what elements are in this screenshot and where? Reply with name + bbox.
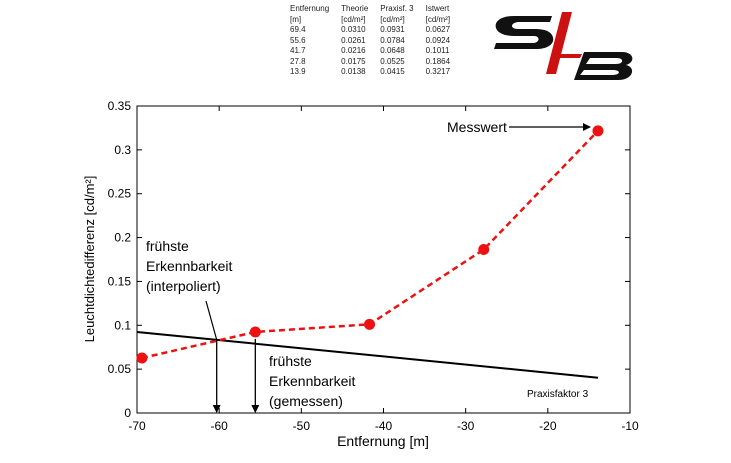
table-cell: 0.0216 bbox=[341, 46, 366, 55]
x-tick-label: -40 bbox=[375, 419, 393, 433]
table-cell: 55.6 bbox=[290, 35, 306, 45]
table-cell: 0.0627 bbox=[425, 25, 451, 34]
table-cell: 0.3217 bbox=[425, 67, 451, 76]
table-unit: [cd/m²] bbox=[425, 14, 451, 24]
data-table-panel: Entfernung Theorie Praxisf. 3 Istwert [m… bbox=[284, 4, 456, 78]
data-point-messwert bbox=[478, 244, 490, 256]
annotation-interpoliert: frühste Erkennbarkeit (interpoliert) bbox=[146, 238, 232, 294]
table-cell: 0.0310 bbox=[341, 25, 366, 34]
table-cell: 27.8 bbox=[290, 56, 306, 66]
table-cell: 0.0525 bbox=[380, 56, 405, 66]
logo-b-letter bbox=[574, 52, 633, 80]
x-tick-label: -10 bbox=[621, 419, 639, 433]
table-cell: 0.0784 bbox=[380, 35, 405, 45]
table-cell: 0.0415 bbox=[380, 67, 405, 76]
table-cell: 0.1011 bbox=[425, 46, 450, 55]
annotation-gemessen: frühste Erkennbarkeit (gemessen) bbox=[269, 353, 355, 409]
table-cell: 0.0175 bbox=[341, 56, 366, 66]
y-tick-label: 0.15 bbox=[108, 274, 132, 288]
y-tick-label: 0.1 bbox=[114, 318, 131, 332]
table-header-row: Entfernung Theorie Praxisf. 3 Istwert bbox=[284, 4, 456, 15]
data-table: Entfernung Theorie Praxisf. 3 Istwert [m… bbox=[284, 4, 456, 78]
table-cell: 69.4 bbox=[290, 25, 306, 34]
y-tick-label: 0.25 bbox=[108, 187, 132, 201]
y-tick-label: 0.3 bbox=[114, 143, 131, 157]
table-cell: 0.0924 bbox=[425, 35, 451, 45]
y-tick-label: 0 bbox=[124, 406, 131, 420]
table-row: 27.8 0.0175 0.0525 0.1864 bbox=[284, 57, 456, 68]
annotation-pointer-interpoliert bbox=[205, 300, 218, 340]
x-tick-label: -30 bbox=[457, 419, 475, 433]
table-header: Istwert bbox=[425, 4, 450, 13]
y-axis-label: Leuchtdichtedifferenz [cd/m²] bbox=[82, 176, 97, 343]
table-header: Theorie bbox=[341, 4, 369, 13]
table-header: Praxisf. 3 bbox=[380, 4, 414, 13]
table-cell: 0.0648 bbox=[380, 46, 405, 55]
table-cell: 0.0261 bbox=[341, 35, 366, 45]
table-cell: 0.0138 bbox=[341, 67, 366, 76]
table-row: 41.7 0.0216 0.0648 0.1011 bbox=[284, 46, 456, 57]
x-tick-label: -60 bbox=[210, 419, 228, 433]
logo-red-swoosh bbox=[558, 54, 582, 58]
data-point-messwert bbox=[249, 326, 261, 338]
data-point-messwert bbox=[364, 318, 376, 330]
table-header: Entfernung bbox=[290, 4, 330, 13]
series-line-praxisfaktor bbox=[136, 330, 599, 379]
data-point-messwert bbox=[592, 125, 604, 137]
axis-ticks: -70 -60 -50 -40 -30 -20 -10 0 0.05 0.1 0.15 0.2 0.25… bbox=[108, 99, 639, 433]
x-axis-label: Entfernung [m] bbox=[337, 433, 429, 449]
table-unit: [m] bbox=[290, 14, 302, 24]
x-tick-label: -70 bbox=[128, 419, 146, 433]
table-row: 69.4 0.0310 0.0931 0.0627 bbox=[284, 25, 456, 36]
table-unit: [cd/m²] bbox=[341, 14, 366, 24]
table-row: 55.6 0.0261 0.0784 0.0924 bbox=[284, 36, 456, 47]
logo-s-letter bbox=[494, 16, 554, 49]
table-row: 13.9 0.0138 0.0415 0.3217 bbox=[284, 67, 456, 78]
table-cell: 13.9 bbox=[290, 67, 306, 76]
annotation-layer: Messwert frühste Erkennbarkeit (interpolier… bbox=[146, 119, 591, 413]
annotation-praxisfaktor: Praxisfaktor 3 bbox=[527, 389, 589, 400]
y-tick-label: 0.2 bbox=[114, 231, 131, 245]
table-units-row: [m] [cd/m²] [cd/m²] [cd/m²] bbox=[284, 15, 456, 26]
sb-logo bbox=[494, 12, 633, 80]
data-point-messwert bbox=[136, 352, 148, 364]
table-unit: [cd/m²] bbox=[380, 14, 405, 24]
logo-slash bbox=[546, 12, 572, 74]
x-tick-label: -20 bbox=[539, 419, 557, 433]
table-cell: 0.0931 bbox=[380, 25, 405, 34]
table-cell: 41.7 bbox=[290, 46, 306, 55]
series-layer bbox=[136, 125, 604, 379]
table-cell: 0.1864 bbox=[425, 56, 451, 66]
x-tick-label: -50 bbox=[293, 419, 311, 433]
y-tick-label: 0.35 bbox=[108, 99, 132, 113]
annotation-messwert: Messwert bbox=[447, 119, 507, 135]
y-tick-label: 0.05 bbox=[108, 362, 132, 376]
